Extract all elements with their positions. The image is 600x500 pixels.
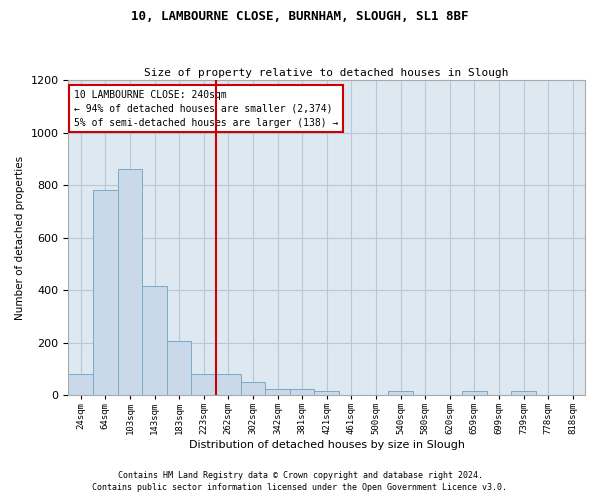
Bar (118, 170, 142, 395)
Bar (191, 374, 216, 395)
Bar (241, 382, 265, 395)
Bar (388, 392, 413, 395)
Bar (314, 392, 339, 395)
Text: 10 LAMBOURNE CLOSE: 240sqm
← 94% of detached houses are smaller (2,374)
5% of se: 10 LAMBOURNE CLOSE: 240sqm ← 94% of deta… (74, 90, 338, 128)
Y-axis label: Number of detached properties: Number of detached properties (15, 156, 25, 320)
Text: Contains HM Land Registry data © Crown copyright and database right 2024.
Contai: Contains HM Land Registry data © Crown c… (92, 471, 508, 492)
Bar (265, 388, 290, 395)
Bar (290, 388, 314, 395)
Title: Size of property relative to detached houses in Slough: Size of property relative to detached ho… (145, 68, 509, 78)
Bar (68, 374, 93, 395)
Bar (216, 374, 241, 395)
Text: 10, LAMBOURNE CLOSE, BURNHAM, SLOUGH, SL1 8BF: 10, LAMBOURNE CLOSE, BURNHAM, SLOUGH, SL… (131, 10, 469, 23)
Bar (167, 342, 191, 395)
Bar (511, 392, 536, 395)
X-axis label: Distribution of detached houses by size in Slough: Distribution of detached houses by size … (189, 440, 465, 450)
Bar (462, 392, 487, 395)
Bar (93, 190, 118, 395)
Bar (142, 286, 167, 395)
